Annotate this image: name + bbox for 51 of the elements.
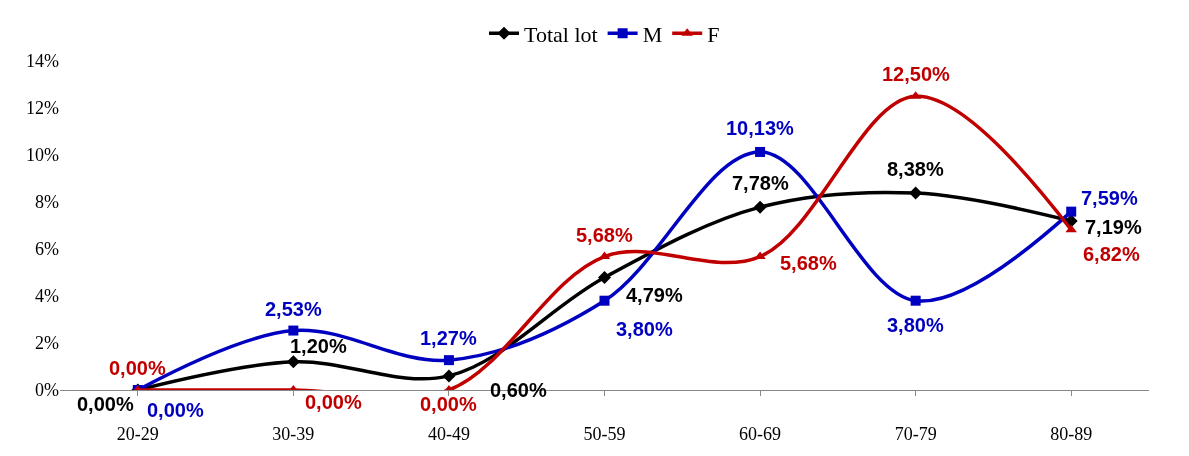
data-label: 7,59%: [1081, 187, 1138, 209]
data-label: 7,78%: [732, 172, 789, 194]
point: [442, 369, 456, 383]
y-tick-label: 14%: [26, 51, 59, 72]
point: [1065, 224, 1077, 233]
point: [755, 146, 766, 157]
data-label: 1,20%: [290, 335, 347, 357]
x-tick-label: 30-39: [272, 423, 315, 444]
data-label: 2,53%: [265, 298, 322, 320]
point: [1066, 206, 1077, 217]
data-label: 3,80%: [616, 318, 673, 340]
point: [286, 355, 300, 369]
point: [909, 186, 923, 200]
point: [443, 355, 454, 366]
legend-label: M: [642, 21, 663, 47]
point: [288, 325, 299, 336]
y-tick-label: 4%: [35, 286, 59, 307]
data-label: 6,82%: [1083, 243, 1140, 265]
data-label: 1,27%: [420, 327, 477, 349]
data-label: 12,50%: [882, 63, 951, 85]
x-tick-label: 40-49: [427, 423, 470, 444]
y-tick-label: 2%: [35, 333, 59, 354]
data-label: 0,00%: [77, 393, 134, 415]
data-label: 0,00%: [305, 391, 362, 413]
data-label: 10,13%: [726, 117, 795, 139]
data-label: 0,00%: [147, 399, 204, 421]
data-label: 5,68%: [780, 252, 837, 274]
y-tick-label: 8%: [35, 192, 59, 213]
x-tick-label: 50-59: [583, 423, 626, 444]
data-label: 0,00%: [420, 393, 477, 415]
point: [910, 295, 921, 306]
x-tick-label: 80-89: [1050, 423, 1093, 444]
data-label: 7,19%: [1085, 216, 1142, 238]
x-tick-label: 60-69: [739, 423, 782, 444]
data-label: 0,60%: [490, 379, 547, 401]
data-label: 8,38%: [887, 158, 944, 180]
point: [598, 270, 611, 284]
legend-label: F: [707, 21, 720, 47]
legend-label: Total lot: [524, 21, 598, 47]
data-label: 4,79%: [626, 284, 683, 306]
y-tick-label: 0%: [35, 380, 59, 401]
data-label: 0,00%: [109, 357, 166, 379]
data-label: 5,68%: [576, 224, 633, 246]
y-tick-label: 6%: [35, 239, 59, 260]
x-tick-label: 70-79: [894, 423, 937, 444]
data-label: 3,80%: [887, 314, 944, 336]
y-tick-label: 10%: [26, 145, 59, 166]
x-tick-label: 20-29: [116, 423, 159, 444]
point: [599, 295, 610, 306]
point: [753, 200, 767, 214]
y-tick-label: 12%: [26, 98, 59, 119]
